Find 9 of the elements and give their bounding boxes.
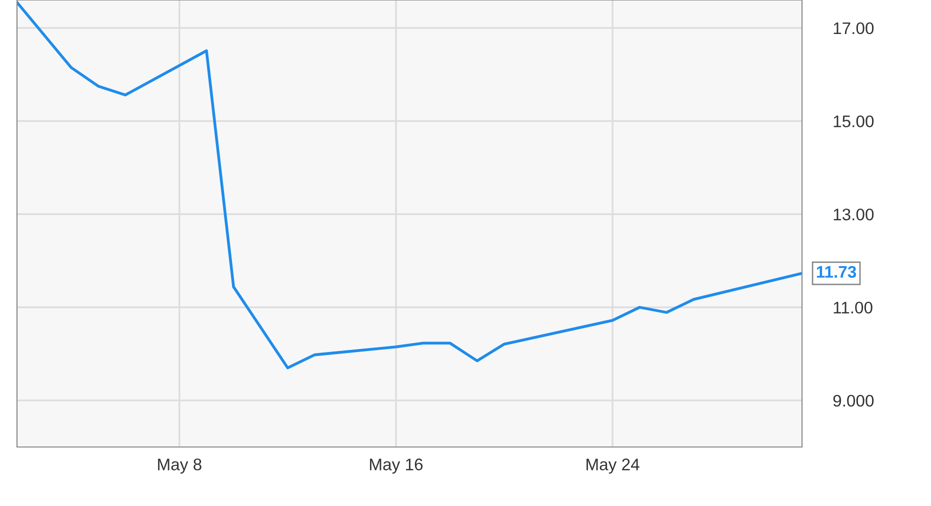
- y-tick-label: 17.00: [834, 22, 874, 34]
- y-tick-label: 15.00: [834, 115, 874, 128]
- y-tick-label: 9.000: [833, 394, 874, 407]
- annotation: 11.73: [816, 266, 856, 278]
- x-tick-label: May 16: [370, 458, 423, 474]
- y-tick-label: 13.00: [834, 208, 874, 220]
- x-tick-label: May 8: [158, 458, 202, 474]
- y-tick-label: 11.00: [834, 302, 872, 314]
- x-tick-label: May 24: [586, 458, 640, 474]
